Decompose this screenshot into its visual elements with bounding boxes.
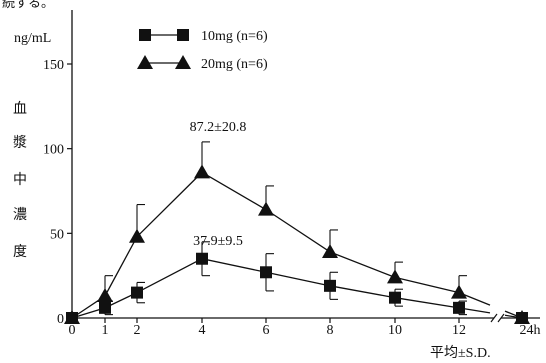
y-label-char: 中 [13,172,27,188]
legend-label: 10mg (n=6) [201,29,268,44]
series-line [71,171,460,319]
header-fragment: 続する。 [2,0,54,10]
footnote: 平均±S.D. [430,345,491,361]
data-point-square [260,266,272,279]
data-point-triangle [258,201,274,216]
legend-marker-triangle [137,55,153,69]
legend-marker-square [177,29,189,41]
x-tick-label: 2 [134,323,141,338]
x-tick-label: 1 [102,323,109,338]
y-ticks: 0 50 100 150 [43,58,72,327]
y-label-char: 血 [13,101,27,117]
series-20mg [64,141,530,324]
x-tick-label: 10 [388,323,402,338]
axes [71,10,540,323]
data-point-triangle [322,243,338,258]
x-tick-label: 12 [452,323,466,338]
x-tick-label: 6 [263,323,270,338]
y-tick-label: 0 [57,312,64,327]
legend-item: 20mg (n=6) [137,55,268,72]
axis-break-mark [490,313,498,323]
data-point-triangle [387,269,403,284]
y-tick-label: 50 [50,227,64,242]
data-point-triangle [129,228,145,243]
peak-annotation: 87.2±20.8 [190,120,247,135]
legend-label: 20mg (n=6) [201,57,268,72]
x-tick-label: 4 [199,323,206,338]
data-point-square [196,252,208,265]
y-unit-label: ng/mL [14,31,51,46]
data-point-triangle [451,284,467,299]
data-point-square [131,286,143,299]
series-layer [64,141,530,324]
data-point-square [99,301,111,314]
data-point-square [389,291,401,304]
data-point-triangle [514,310,530,324]
x-tick-label: 0 [69,323,76,338]
legend-marker-triangle [175,55,191,69]
annotations: 87.2±20.8 37.9±9.5 [190,120,247,249]
legend-item: 10mg (n=6) [139,29,268,44]
y-tick-label: 100 [43,143,64,158]
y-tick-label: 150 [43,58,64,73]
y-label-char: 漿 [13,135,27,151]
data-point-square [453,301,465,314]
peak-annotation: 37.9±9.5 [193,234,243,249]
legend: 10mg (n=6) 20mg (n=6) [137,29,268,72]
data-point-square [324,279,336,292]
y-label-char: 度 [13,244,27,260]
y-label-char: 濃 [13,207,27,223]
data-point-triangle [194,164,210,179]
x-tick-label: 8 [327,323,334,338]
axis-break-mark [497,313,505,323]
data-point-triangle [64,310,80,324]
x-tick-label: 24h [520,323,541,338]
x-ticks: 0 1 2 4 6 8 10 12 24h [69,318,541,338]
data-point-triangle [97,287,113,302]
legend-marker-square [139,29,151,41]
